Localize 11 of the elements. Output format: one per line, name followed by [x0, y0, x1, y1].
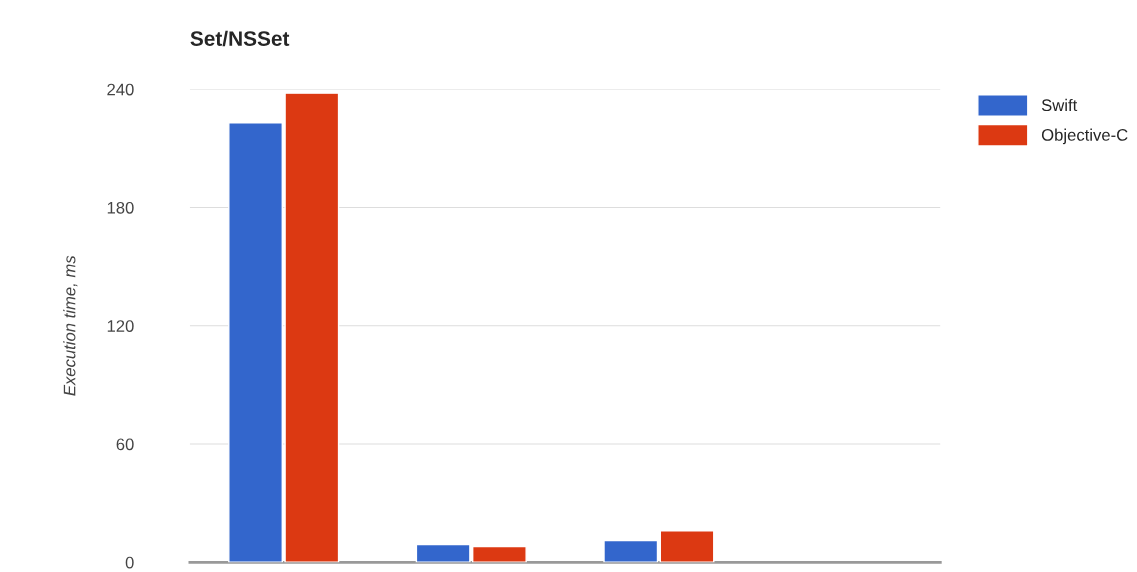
- y-tick-label: 180: [107, 201, 134, 214]
- y-axis-title: Execution time, ms: [63, 255, 78, 396]
- legend-label: Swift: [1041, 98, 1078, 112]
- y-tick-label: 60: [116, 438, 134, 451]
- chart-title: Set/NSSet: [190, 30, 290, 47]
- y-tick-label: 240: [107, 83, 134, 96]
- y-tick-label: 120: [107, 320, 134, 332]
- y-tick-label: 0: [125, 556, 134, 569]
- legend-label: Objective-C: [1041, 128, 1128, 145]
- bar: [659, 530, 715, 563]
- bar: [603, 539, 659, 563]
